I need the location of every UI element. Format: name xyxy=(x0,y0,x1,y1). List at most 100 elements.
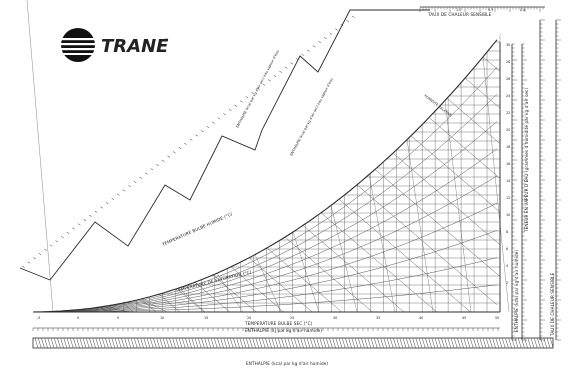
dry-bulb-label: TEMPERATURE BULBE SEC (°C) xyxy=(244,321,313,326)
relative-humidity-curve xyxy=(33,230,498,313)
bottom-enthalpy-tick xyxy=(453,337,458,349)
bottom-enthalpy-tick xyxy=(79,337,84,349)
enthalpy-step-tick xyxy=(139,176,143,179)
bottom-enthalpy-tick xyxy=(34,337,39,349)
specific-volume-line xyxy=(26,0,54,313)
bottom-enthalpy-tick xyxy=(332,337,336,349)
bottom-enthalpy-tick xyxy=(181,337,186,349)
bottom-enthalpy-tick xyxy=(127,337,132,349)
bottom-enthalpy-tick xyxy=(37,337,42,349)
dry-bulb-tick-labels: -5 0 5 10 15 20 25 30 35 40 45 50 xyxy=(37,316,499,320)
enthalpy-step-tick xyxy=(206,125,210,128)
enthalpy-step-tick xyxy=(72,227,75,230)
bottom-enthalpy-tick xyxy=(348,337,352,349)
bottom-enthalpy-tick xyxy=(345,337,349,349)
bottom-enthalpy-tick xyxy=(57,337,61,349)
bottom-enthalpy-tick xyxy=(226,337,231,349)
humidity-tick: 12 xyxy=(506,196,510,200)
bottom-enthalpy-tick xyxy=(303,337,308,349)
bottom-enthalpy-tick xyxy=(284,337,288,349)
relative-humidity-curve xyxy=(32,66,498,313)
wet-bulb-line xyxy=(248,257,313,313)
enthalpy-step-tick xyxy=(77,223,81,226)
enthalpy-step-tick xyxy=(251,92,254,94)
bottom-enthalpy-tick xyxy=(223,337,228,349)
shr-top-tick-labels: 1.0 0.9 0.8 xyxy=(456,8,525,12)
bottom-enthalpy-tick xyxy=(92,337,96,349)
bottom-enthalpy-tick xyxy=(297,337,301,349)
bottom-enthalpy-tick xyxy=(178,337,183,349)
enthalpy-step-tick xyxy=(312,45,316,48)
bottom-enthalpy-tick xyxy=(300,337,304,349)
enthalpy-bottom-label: ENTHALPIE (kcal par kg d'air humide) xyxy=(246,361,328,366)
bottom-enthalpy-tick xyxy=(479,337,484,349)
bottom-enthalpy-tick xyxy=(156,337,160,349)
humidity-tick: 2 xyxy=(506,281,508,285)
bottom-enthalpy-tick xyxy=(194,337,199,349)
dry-bulb-tick: 10 xyxy=(160,316,164,320)
bottom-enthalpy-tick xyxy=(351,337,356,349)
bottom-enthalpy-tick xyxy=(137,337,141,349)
bottom-enthalpy-tick xyxy=(549,337,554,349)
bottom-enthalpy-tick xyxy=(511,337,516,349)
bottom-enthalpy-tick xyxy=(268,337,272,349)
dry-bulb-tick: 45 xyxy=(462,316,466,320)
enthalpy-step-tick xyxy=(49,244,53,247)
enthalpy-step-tick xyxy=(240,100,243,103)
humidity-tick: 28 xyxy=(506,60,510,64)
brand-trademark: ™ xyxy=(164,38,169,44)
bottom-enthalpy-tick xyxy=(169,337,173,349)
bottom-enthalpy-tick xyxy=(82,337,87,349)
bottom-enthalpy-tick xyxy=(153,337,157,349)
bottom-enthalpy-tick xyxy=(271,337,276,349)
bottom-enthalpy-tick xyxy=(444,337,448,349)
bottom-enthalpy-tick xyxy=(140,337,144,349)
enthalpy-step-tick xyxy=(27,261,31,264)
bottom-enthalpy-tick xyxy=(73,337,77,349)
bottom-enthalpy-tick xyxy=(396,337,400,349)
bottom-enthalpy-tick xyxy=(124,337,128,349)
enthalpy-step-tick xyxy=(212,121,215,124)
wet-bulb-line xyxy=(176,288,205,313)
brand-name: TRANE xyxy=(101,36,169,57)
humidity-tick: 18 xyxy=(506,145,510,149)
relative-humidity-curve xyxy=(33,257,498,313)
dry-bulb-tick: 25 xyxy=(290,316,294,320)
bottom-enthalpy-tick xyxy=(434,337,439,349)
bottom-enthalpy-tick xyxy=(44,337,48,349)
bottom-enthalpy-tick xyxy=(265,337,269,349)
bottom-enthalpy-tick xyxy=(242,337,247,349)
wet-bulb-line xyxy=(392,152,501,245)
bottom-enthalpy-tick xyxy=(469,337,474,349)
bottom-enthalpy-tick xyxy=(111,337,116,349)
bottom-enthalpy-tick xyxy=(213,337,218,349)
enthalpy-step-tick xyxy=(100,206,103,209)
humidity-tick: 14 xyxy=(506,179,510,183)
bottom-enthalpy-tick xyxy=(533,337,538,349)
specific-volume-line xyxy=(178,287,206,313)
enthalpy-step-tick xyxy=(340,24,344,27)
bottom-enthalpy-tick xyxy=(255,337,260,349)
bottom-enthalpy-tick xyxy=(437,337,442,349)
bottom-enthalpy-tick xyxy=(41,337,45,349)
wet-bulb-line xyxy=(230,266,284,313)
enthalpy-step-tick xyxy=(223,113,226,116)
enthalpy-step-tick xyxy=(189,138,193,141)
bottom-enthalpy-tick xyxy=(412,337,416,349)
wet-bulb-line xyxy=(320,212,437,313)
enthalpy-step-tick xyxy=(318,41,322,44)
bottom-enthalpy-tick xyxy=(236,337,240,349)
enthalpy-step-tick xyxy=(156,164,159,167)
bottom-enthalpy-tick xyxy=(319,337,324,349)
bottom-enthalpy-tick xyxy=(364,337,368,349)
bottom-enthalpy-tick xyxy=(76,337,80,349)
bottom-enthalpy-tick xyxy=(281,337,285,349)
bottom-enthalpy-tick xyxy=(313,337,317,349)
enthalpy-step-tick xyxy=(172,151,176,154)
bottom-enthalpy-tick xyxy=(495,337,500,349)
bottom-enthalpy-tick xyxy=(309,337,314,349)
enthalpy-step-tick xyxy=(295,58,299,61)
enthalpy-dry-air-label: ENTHALPIE (kJ par kg d'air humide) xyxy=(245,328,322,333)
bottom-enthalpy-tick xyxy=(399,337,404,349)
dry-bulb-tick: -5 xyxy=(37,316,40,320)
